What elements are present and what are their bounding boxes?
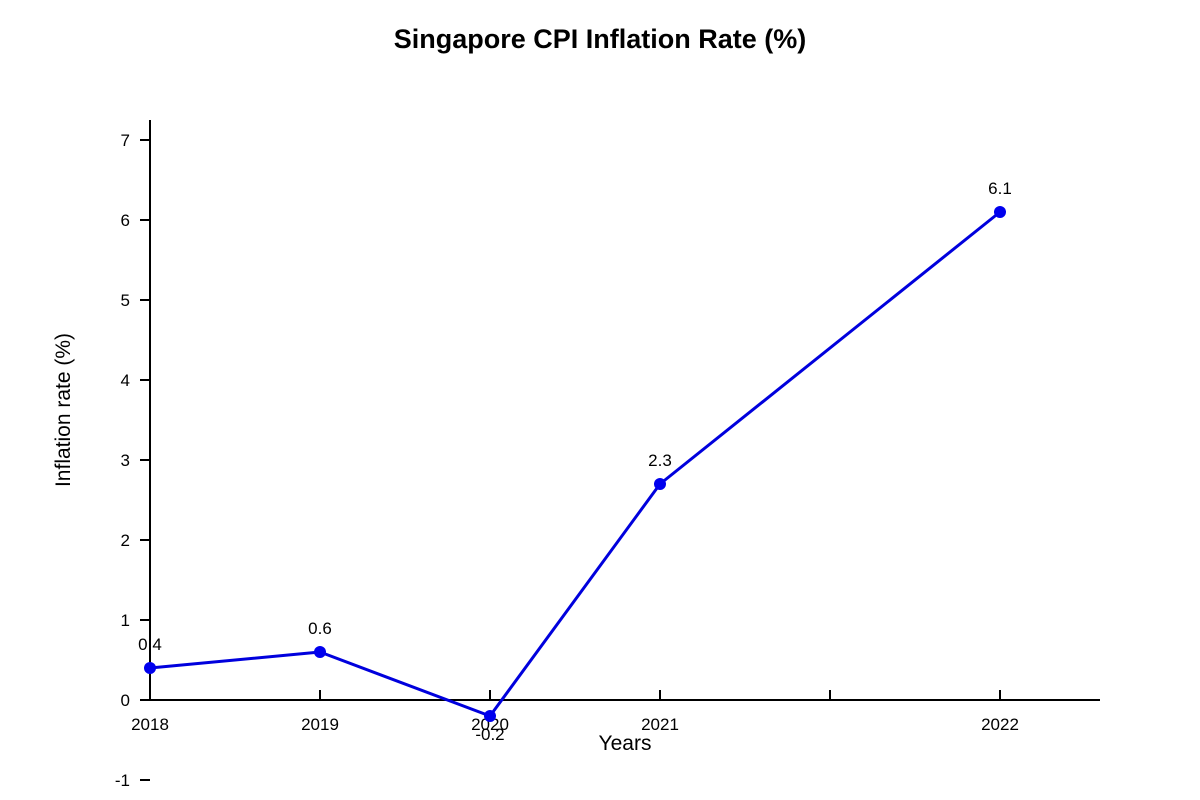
x-tick-label: 2021 (641, 715, 679, 734)
series-layer (144, 206, 1006, 722)
y-tick-label: 3 (121, 451, 130, 470)
data-label: -0.2 (475, 725, 504, 744)
series-line (149, 210, 1001, 718)
data-point (144, 662, 156, 674)
y-tick-label: 7 (121, 131, 130, 150)
data-label: 6.1 (988, 179, 1012, 198)
data-label: 0.6 (308, 619, 332, 638)
y-tick-label: 6 (121, 211, 130, 230)
y-tick-label: -1 (115, 771, 130, 790)
x-tick-label: 2022 (981, 715, 1019, 734)
data-label: 0.4 (138, 635, 162, 654)
y-tick-label: 0 (121, 691, 130, 710)
data-label: 2.3 (648, 451, 672, 470)
x-axis: 2018 2019 2020 2021 2022 (131, 690, 1100, 734)
x-axis-title: Years (599, 732, 652, 755)
y-tick-label: 4 (121, 371, 130, 390)
chart-title: Singapore CPI Inflation Rate (%) (393, 24, 807, 54)
y-tick-label: 5 (121, 291, 130, 310)
y-tick-label: 1 (121, 611, 130, 630)
y-axis: -1 0 1 2 3 4 5 6 7 (115, 120, 151, 790)
x-tick-label: 2018 (131, 715, 169, 734)
x-tick-label: 2019 (301, 715, 339, 734)
data-label-layer: 0.4 0.6 -0.2 2.3 6.1 (138, 179, 1012, 744)
x-tick-label: 2020 (471, 715, 509, 734)
y-axis-title: Inflation rate (%) (52, 333, 75, 487)
data-point (654, 478, 666, 490)
data-point (314, 646, 326, 658)
data-point (994, 206, 1006, 218)
data-point (484, 710, 496, 722)
y-tick-label: 2 (121, 531, 130, 550)
